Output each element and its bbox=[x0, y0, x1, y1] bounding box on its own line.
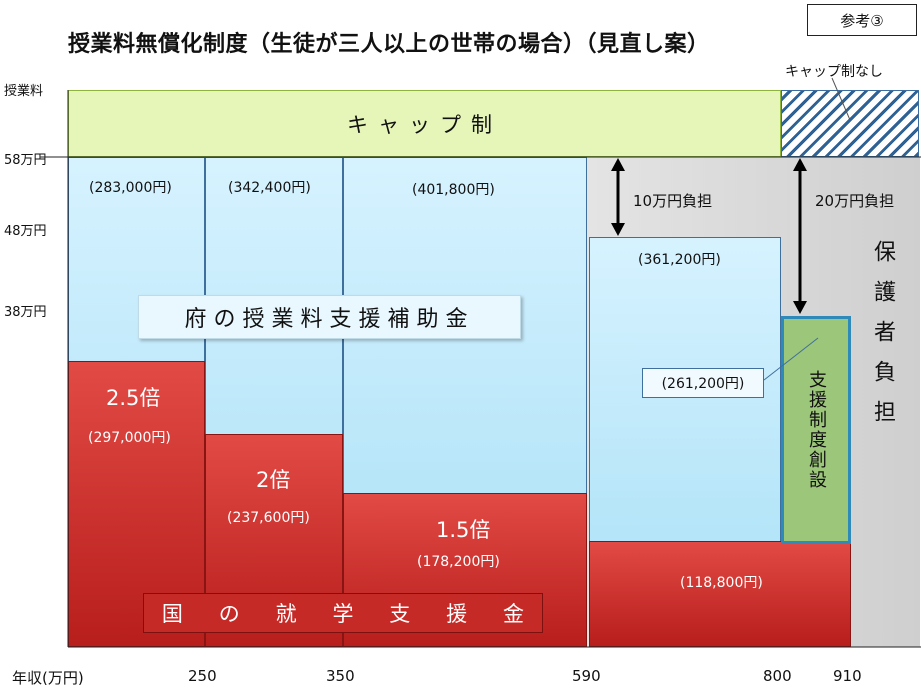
page-title: 授業料無償化制度（生徒が三人以上の世帯の場合）（見直し案） bbox=[68, 32, 710, 57]
pref-amount-3: (401,800円) bbox=[412, 182, 495, 198]
y-tick-58: 58万円 bbox=[4, 153, 47, 168]
callout-leader-line bbox=[763, 337, 819, 381]
no-cap-hatch bbox=[781, 90, 919, 157]
natl-char: 援 bbox=[446, 602, 468, 626]
no-cap-leader-line bbox=[831, 77, 851, 121]
new-support-label: 支援制度創設 bbox=[806, 370, 827, 490]
multiplier-3: 1.5倍 bbox=[436, 518, 491, 542]
natl-amount-1: (297,000円) bbox=[88, 430, 171, 446]
new-support-box: 支援制度創設 bbox=[781, 316, 851, 544]
multiplier-2: 2倍 bbox=[256, 468, 291, 492]
reference-label: 参考③ bbox=[807, 4, 917, 36]
burden-10-arrow bbox=[611, 158, 625, 236]
prefecture-support-banner: 府の授業料支援補助金 bbox=[138, 295, 521, 339]
x-tick-800: 800 bbox=[763, 667, 792, 685]
natl-char: 就 bbox=[275, 602, 297, 626]
pref-amount-4: (361,200円) bbox=[638, 252, 721, 268]
natl-amount-3: (178,200円) bbox=[417, 554, 500, 570]
no-cap-label: キャップ制なし bbox=[785, 64, 883, 80]
natl-char: 学 bbox=[332, 602, 354, 626]
guardian-burden-label: 保護者負担 bbox=[870, 240, 895, 440]
y-tick-48: 48万円 bbox=[4, 224, 47, 239]
national-support-banner: 国 の 就 学 支 援 金 bbox=[143, 593, 543, 633]
natl-char: 国 bbox=[161, 602, 183, 626]
natl-char: の bbox=[218, 602, 240, 626]
x-axis-label: 年収(万円) bbox=[12, 669, 84, 687]
burden-20-arrow bbox=[793, 158, 807, 314]
x-tick-350: 350 bbox=[326, 667, 355, 685]
new-support-amount-callout: (261,200円) bbox=[642, 368, 764, 398]
natl-bar-4 bbox=[589, 541, 851, 647]
x-tick-910: 910 bbox=[833, 667, 862, 685]
multiplier-1: 2.5倍 bbox=[106, 386, 161, 410]
pref-amount-1: (283,000円) bbox=[89, 180, 172, 196]
natl-char: 金 bbox=[502, 602, 524, 626]
pref-amount-2: (342,400円) bbox=[228, 180, 311, 196]
y-axis-label: 授業料 bbox=[4, 84, 44, 99]
x-tick-590: 590 bbox=[572, 667, 601, 685]
x-tick-250: 250 bbox=[188, 667, 217, 685]
burden-10-label: 10万円負担 bbox=[633, 192, 713, 210]
natl-amount-2: (237,600円) bbox=[227, 510, 310, 526]
y-tick-38: 38万円 bbox=[4, 305, 47, 320]
burden-20-label: 20万円負担 bbox=[815, 192, 895, 210]
natl-char: 支 bbox=[389, 602, 411, 626]
natl-amount-4: (118,800円) bbox=[680, 575, 763, 591]
